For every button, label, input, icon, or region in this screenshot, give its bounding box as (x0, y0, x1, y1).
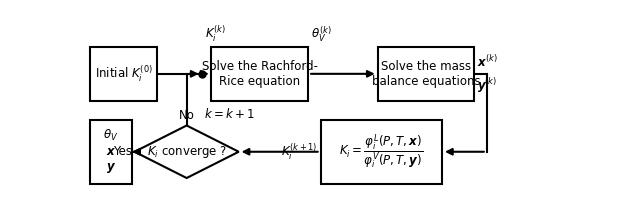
Text: $K_i = \dfrac{\varphi_i^L(P,T,\boldsymbol{x})}{\varphi_i^V(P,T,\boldsymbol{y})}$: $K_i = \dfrac{\varphi_i^L(P,T,\boldsymbo… (339, 132, 424, 171)
Text: $K_i$ converge ?: $K_i$ converge ? (147, 144, 227, 160)
Text: $K_i^{(k)}$: $K_i^{(k)}$ (205, 24, 226, 44)
Text: $\boldsymbol{x}^{(k)}$: $\boldsymbol{x}^{(k)}$ (477, 54, 497, 70)
Text: $K_i^{(k+1)}$: $K_i^{(k+1)}$ (281, 142, 317, 162)
Text: $k = k+1$: $k = k+1$ (204, 107, 255, 121)
FancyBboxPatch shape (378, 47, 474, 101)
Text: Initial $K_i^{(0)}$: Initial $K_i^{(0)}$ (95, 64, 152, 84)
FancyBboxPatch shape (90, 119, 132, 184)
Text: Solve the mass
balance equations: Solve the mass balance equations (372, 60, 480, 88)
FancyBboxPatch shape (90, 47, 157, 101)
Text: Yes: Yes (113, 145, 132, 158)
Text: Solve the Rachford-
Rice equation: Solve the Rachford- Rice equation (202, 60, 318, 88)
Text: No: No (179, 109, 195, 122)
FancyBboxPatch shape (211, 47, 308, 101)
Text: $\theta_V^{(k)}$: $\theta_V^{(k)}$ (310, 25, 331, 44)
FancyBboxPatch shape (321, 119, 442, 184)
Text: $\boldsymbol{y}^{(k)}$: $\boldsymbol{y}^{(k)}$ (477, 76, 497, 95)
Polygon shape (134, 125, 239, 178)
Text: $\theta_V$
$\boldsymbol{x}$
$\boldsymbol{y}$: $\theta_V$ $\boldsymbol{x}$ $\boldsymbol… (103, 128, 118, 175)
